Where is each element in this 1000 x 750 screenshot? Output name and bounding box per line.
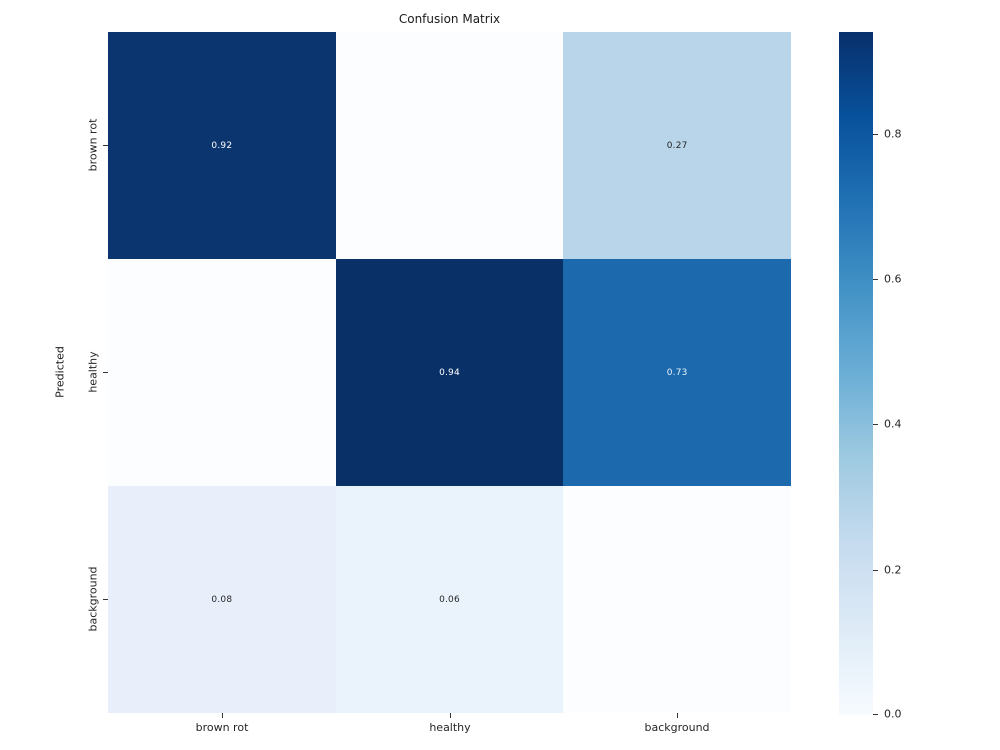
y-tick-mark: [103, 372, 108, 373]
heatmap-cell-background-background: [563, 486, 791, 713]
y-tick-label-brown-rot: brown rot: [86, 118, 100, 172]
colorbar-gradient: [839, 32, 873, 715]
colorbar-tick-label: 0.6: [884, 272, 902, 286]
x-tick-mark: [450, 713, 451, 718]
x-tick-label-background: background: [644, 721, 710, 734]
x-tick-mark: [677, 713, 678, 718]
colorbar-tick-mark: [873, 279, 878, 281]
colorbar-tick-mark: [873, 134, 878, 136]
colorbar-tick-label: 0.2: [884, 563, 902, 577]
chart-title: Confusion Matrix: [398, 12, 501, 26]
heatmap-cell-background-healthy: 0.06: [335, 486, 564, 713]
y-tick-mark: [103, 599, 108, 600]
heatmap-grid: 0.92 0.27 0.94 0.73 0.08 0.06: [108, 32, 791, 713]
heatmap-cell-brownrot-background: 0.27: [563, 32, 791, 259]
heatmap-cell-healthy-brownrot: [108, 259, 336, 486]
colorbar-tick-mark: [873, 424, 878, 426]
heatmap-cell-brownrot-healthy: [335, 32, 564, 259]
heatmap-cell-healthy-background: 0.73: [563, 259, 791, 486]
colorbar-tick-label: 0.4: [884, 417, 902, 431]
y-axis-label: Predicted: [53, 346, 67, 398]
colorbar-tick-mark: [873, 570, 878, 572]
x-tick-label-brown-rot: brown rot: [195, 721, 249, 734]
colorbar-tick-mark: [873, 714, 878, 716]
y-tick-label-healthy: healthy: [86, 351, 100, 393]
heatmap-cell-healthy-healthy: 0.94: [335, 259, 564, 486]
heatmap-cell-background-brownrot: 0.08: [108, 486, 336, 713]
y-tick-label-background: background: [86, 566, 100, 632]
colorbar-tick-label: 0.8: [884, 127, 902, 141]
heatmap-cell-brownrot-brownrot: 0.92: [108, 32, 336, 259]
x-tick-mark: [222, 713, 223, 718]
x-tick-label-healthy: healthy: [429, 721, 471, 734]
y-tick-mark: [103, 145, 108, 146]
colorbar-tick-label: 0.0: [884, 707, 902, 721]
